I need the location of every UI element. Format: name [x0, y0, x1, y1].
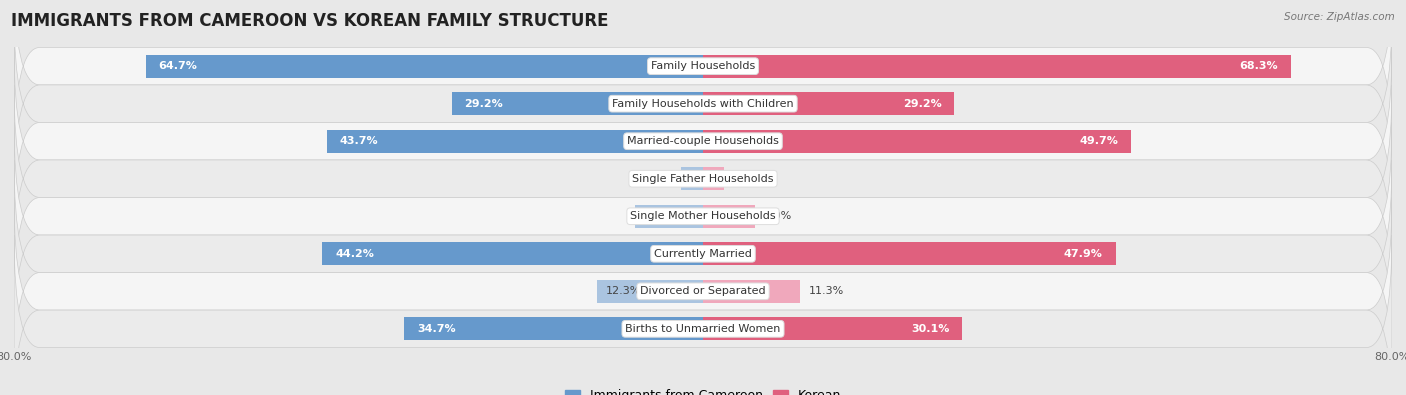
FancyBboxPatch shape	[14, 10, 1392, 198]
Text: Single Father Households: Single Father Households	[633, 174, 773, 184]
FancyBboxPatch shape	[14, 0, 1392, 160]
Text: Married-couple Households: Married-couple Households	[627, 136, 779, 146]
Text: 44.2%: 44.2%	[335, 249, 374, 259]
Bar	[703, 167, 724, 190]
Text: 34.7%: 34.7%	[418, 324, 456, 334]
Text: Currently Married: Currently Married	[654, 249, 752, 259]
Text: 30.1%: 30.1%	[911, 324, 949, 334]
Text: 47.9%: 47.9%	[1064, 249, 1102, 259]
Text: 7.9%: 7.9%	[644, 211, 672, 221]
Bar	[636, 205, 703, 228]
Bar	[703, 55, 1291, 78]
FancyBboxPatch shape	[14, 85, 1392, 273]
Bar	[703, 242, 1115, 265]
Bar	[322, 242, 703, 265]
Text: 29.2%: 29.2%	[464, 99, 503, 109]
FancyBboxPatch shape	[14, 47, 1392, 235]
Text: 43.7%: 43.7%	[340, 136, 378, 146]
Text: 2.4%: 2.4%	[733, 174, 761, 184]
Legend: Immigrants from Cameroon, Korean: Immigrants from Cameroon, Korean	[560, 384, 846, 395]
Bar	[703, 317, 962, 340]
Bar	[703, 130, 1130, 153]
Text: 11.3%: 11.3%	[808, 286, 844, 296]
Bar	[404, 317, 703, 340]
FancyBboxPatch shape	[14, 235, 1392, 395]
Text: Divorced or Separated: Divorced or Separated	[640, 286, 766, 296]
Text: Single Mother Households: Single Mother Households	[630, 211, 776, 221]
Bar	[326, 130, 703, 153]
Text: 29.2%: 29.2%	[903, 99, 942, 109]
Text: 49.7%: 49.7%	[1080, 136, 1118, 146]
FancyBboxPatch shape	[14, 160, 1392, 348]
Text: 2.5%: 2.5%	[690, 174, 718, 184]
Bar	[703, 92, 955, 115]
FancyBboxPatch shape	[14, 198, 1392, 385]
Bar	[682, 167, 703, 190]
Text: 12.3%: 12.3%	[606, 286, 641, 296]
Text: Source: ZipAtlas.com: Source: ZipAtlas.com	[1284, 12, 1395, 22]
Bar	[451, 92, 703, 115]
Text: IMMIGRANTS FROM CAMEROON VS KOREAN FAMILY STRUCTURE: IMMIGRANTS FROM CAMEROON VS KOREAN FAMIL…	[11, 12, 609, 30]
Text: 68.3%: 68.3%	[1240, 61, 1278, 71]
Text: Family Households: Family Households	[651, 61, 755, 71]
Bar	[703, 205, 755, 228]
Text: 6.0%: 6.0%	[763, 211, 792, 221]
Bar	[598, 280, 703, 303]
Bar	[146, 55, 703, 78]
Text: Family Households with Children: Family Households with Children	[612, 99, 794, 109]
FancyBboxPatch shape	[14, 122, 1392, 310]
Text: 64.7%: 64.7%	[159, 61, 198, 71]
Text: Births to Unmarried Women: Births to Unmarried Women	[626, 324, 780, 334]
Bar	[703, 280, 800, 303]
